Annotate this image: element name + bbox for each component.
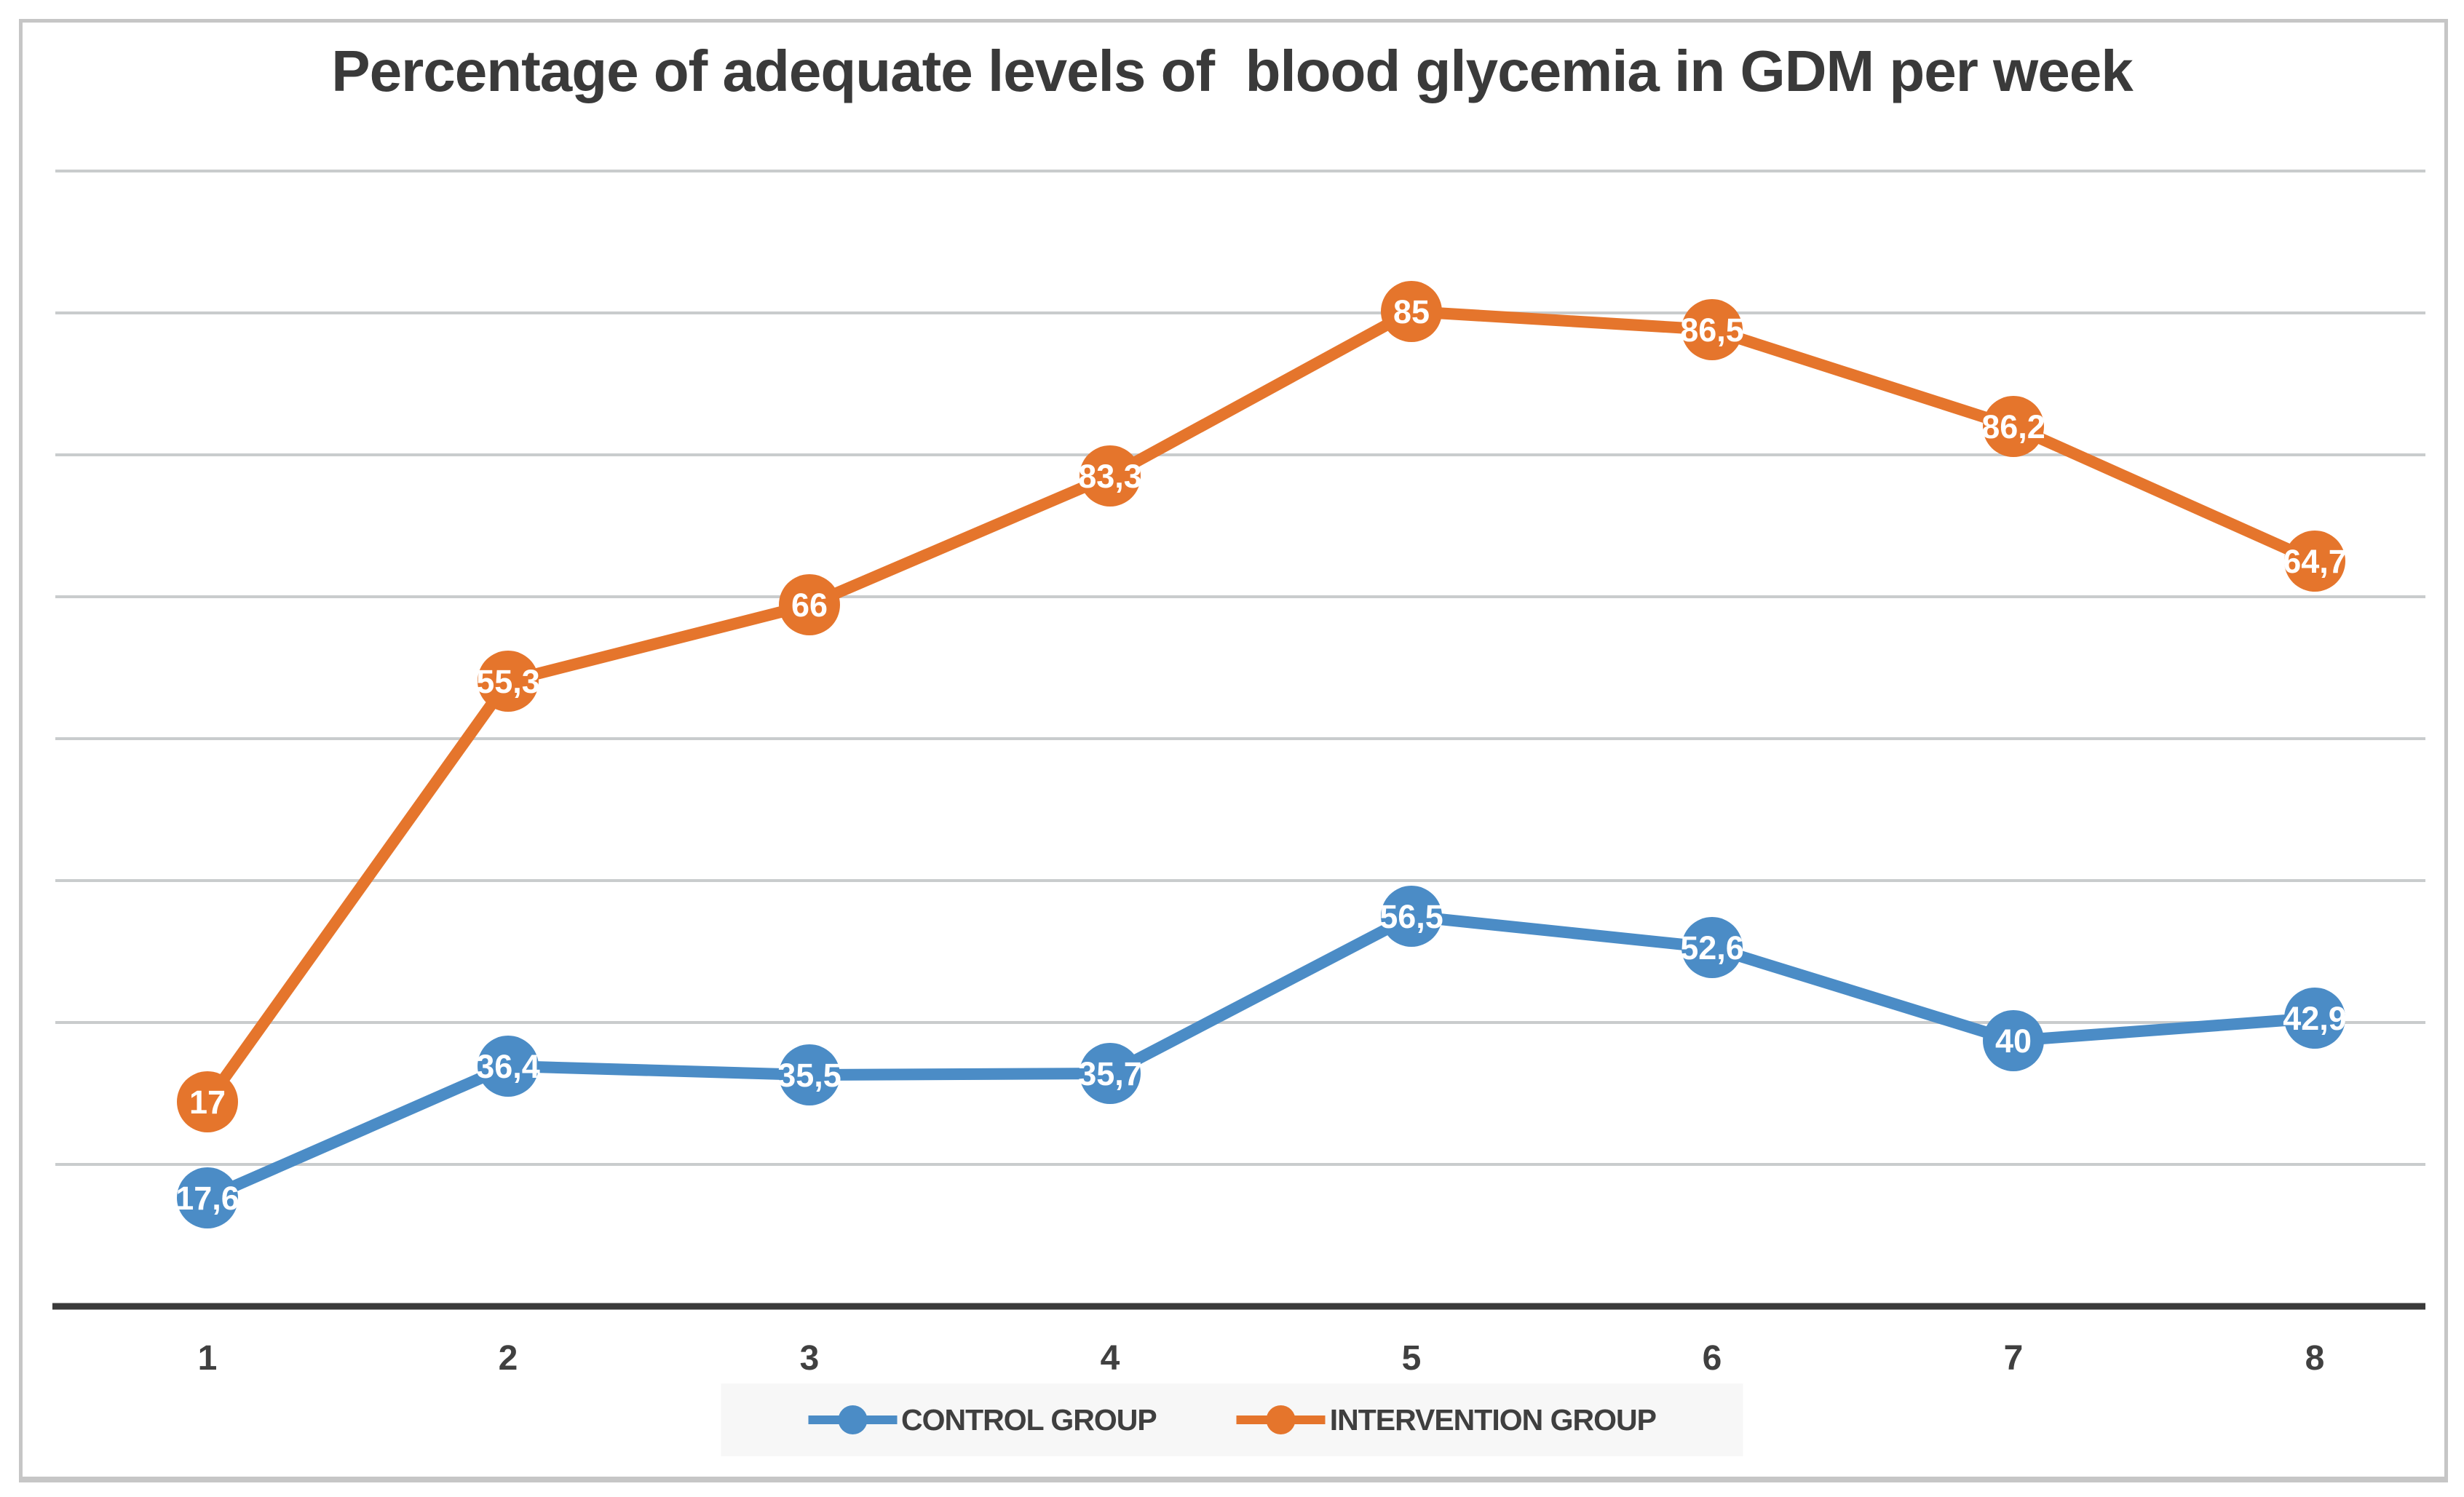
data-point-label: 64,7: [2283, 543, 2347, 580]
chart-title: Percentage of adequate levels of blood g…: [331, 39, 2134, 103]
data-point-marker: [779, 1044, 840, 1105]
data-point-label: 85: [1393, 293, 1430, 330]
legend-label-intervention-group: INTERVENTION GROUP: [1329, 1402, 1657, 1437]
data-point-marker: [177, 1167, 238, 1228]
data-point-label: 86,2: [1981, 408, 2045, 445]
series-line-intervention-group: [202, 306, 2321, 1108]
data-point-label: 83,3: [1078, 458, 1142, 495]
x-tick-label-week-4: 4: [1101, 1339, 1120, 1378]
data-point-label: 17,6: [175, 1180, 239, 1217]
series-data-labels-intervention-group: 17 55,3 66 83,3 85 86,5 86,2 64,7: [189, 293, 2347, 1121]
series-line-control-group: [202, 910, 2321, 1204]
data-point-label: 86,5: [1680, 311, 1744, 349]
x-tick-label-week-2: 2: [499, 1339, 518, 1378]
data-point-label: 35,7: [1078, 1055, 1142, 1092]
horizontal-gridlines: [55, 170, 2425, 1166]
data-point-label: 36,4: [476, 1048, 540, 1085]
data-point-marker: [1983, 396, 2044, 457]
data-point-label: 40: [1995, 1023, 2032, 1060]
series-data-labels-control-group: 17,6 36,4 35,5 35,7 56,5 52,6 40 42,9: [175, 898, 2347, 1217]
x-tick-label-week-3: 3: [800, 1339, 820, 1378]
data-point-label: 42,9: [2283, 1000, 2347, 1037]
legend-item-control-group: CONTROL GROUP: [808, 1403, 1157, 1437]
chart-legend: CONTROL GROUP INTERVENTION GROUP: [721, 1383, 1743, 1456]
data-point-marker: [1681, 299, 1743, 360]
data-point-label: 35,5: [777, 1057, 841, 1094]
x-axis-tick-labels: 1 2 3 4 5 6 7 8: [198, 1339, 2325, 1378]
legend-label-control-group: CONTROL GROUP: [901, 1402, 1157, 1437]
series-markers-control-group: [177, 886, 2345, 1228]
x-tick-label-week-8: 8: [2305, 1339, 2325, 1378]
data-point-marker: [1381, 281, 1442, 342]
data-point-marker: [1983, 1010, 2044, 1071]
data-point-marker: [478, 1036, 539, 1097]
data-point-marker: [1080, 1043, 1141, 1104]
data-point-marker: [478, 651, 539, 712]
data-point-marker: [2284, 988, 2345, 1049]
data-point-marker: [1381, 886, 1442, 947]
x-tick-label-week-5: 5: [1402, 1339, 1422, 1378]
x-tick-label-week-1: 1: [198, 1339, 218, 1378]
intervention-group-line-marker-icon: [1236, 1403, 1326, 1437]
data-point-label: 56,5: [1379, 898, 1443, 935]
data-point-marker: [177, 1071, 238, 1132]
legend-item-intervention-group: INTERVENTION GROUP: [1236, 1402, 1657, 1437]
data-point-marker: [1681, 917, 1743, 978]
x-tick-label-week-6: 6: [1703, 1339, 1722, 1378]
data-point-marker: [2284, 531, 2345, 592]
data-point-marker: [1080, 445, 1141, 507]
control-group-line-marker-icon: [808, 1403, 898, 1437]
series-markers-intervention-group: [177, 281, 2345, 1132]
data-point-label: 52,6: [1680, 929, 1744, 966]
data-point-label: 17: [189, 1084, 226, 1121]
data-point-marker: [779, 574, 840, 635]
data-point-label: 66: [791, 587, 828, 624]
x-tick-label-week-7: 7: [2004, 1339, 2024, 1378]
data-point-label: 55,3: [476, 663, 540, 700]
